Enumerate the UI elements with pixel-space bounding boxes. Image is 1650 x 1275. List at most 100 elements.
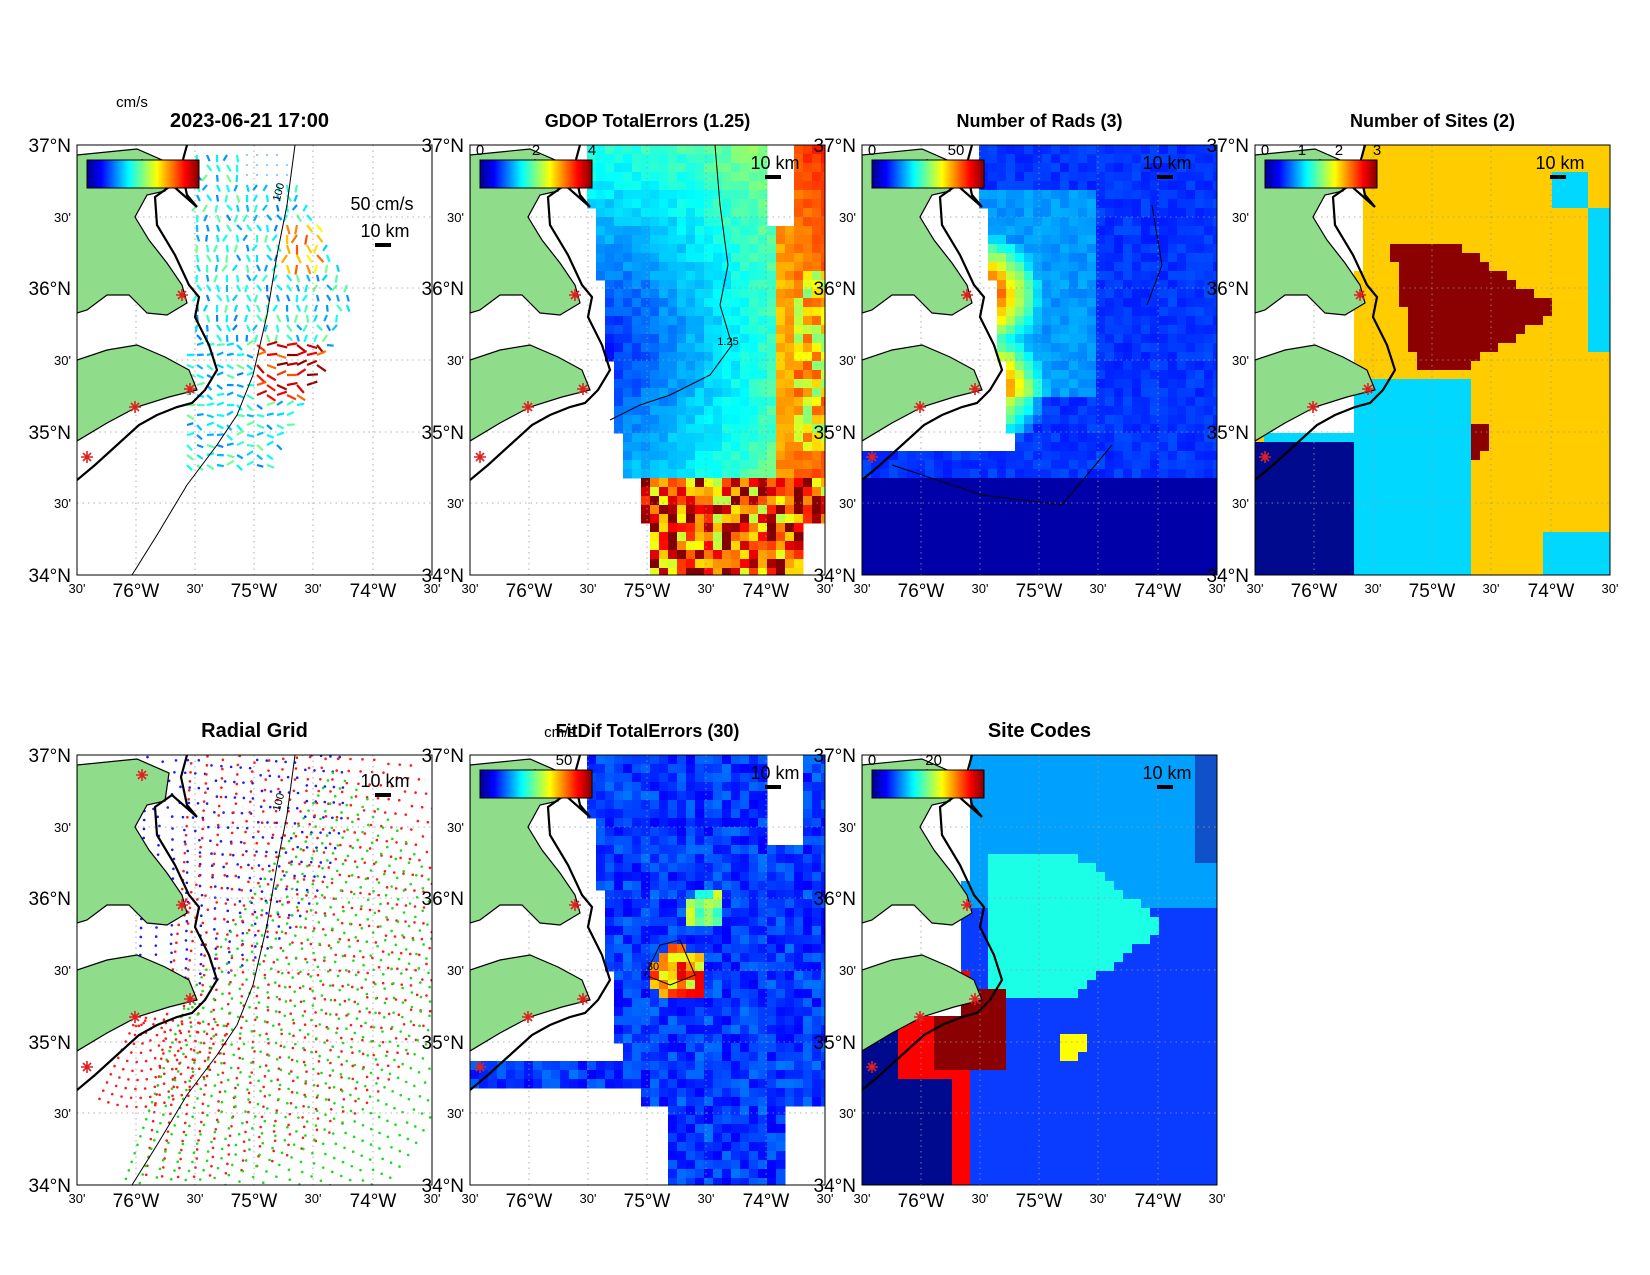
site-marker-icon	[914, 1011, 926, 1023]
lat-label: 37°N	[814, 136, 856, 157]
lon-label: 30'	[1602, 581, 1619, 596]
panel-gdop: GDOP TotalErrors (1.25) 1.25 37°N 30' 36°N 30…	[422, 111, 834, 602]
lat-minor-label: 30'	[54, 210, 71, 225]
lat-minor-label: 30'	[447, 1106, 464, 1121]
site-marker-icon	[577, 993, 589, 1005]
site-marker-icon	[136, 769, 148, 781]
lon-label: 74°W	[1528, 581, 1575, 602]
contour-line	[609, 145, 733, 421]
lat-minor-label: 30'	[447, 496, 464, 511]
scale-bar-label: 10 km	[360, 221, 409, 241]
site-marker-icon	[176, 289, 188, 301]
lon-label: 30'	[462, 1191, 479, 1206]
lon-label: 30'	[1209, 1191, 1226, 1206]
site-marker-icon	[129, 401, 141, 413]
lon-label: 76°W	[506, 1191, 553, 1212]
lat-minor-label: 30'	[447, 963, 464, 978]
lon-label: 30'	[817, 581, 834, 596]
site-marker-icon	[474, 451, 486, 463]
lat-minor-label: 30'	[1232, 496, 1249, 511]
panel-title: Radial Grid	[201, 720, 308, 742]
lat-label: 34°N	[29, 566, 71, 587]
lon-label: 30'	[187, 581, 204, 596]
colorbar-icon	[871, 159, 985, 189]
coastline	[470, 755, 612, 1091]
lon-label: 30'	[424, 1191, 441, 1206]
lat-minor-label: 30'	[1232, 353, 1249, 368]
lon-label: 30'	[424, 581, 441, 596]
lon-label: 30'	[1483, 581, 1500, 596]
lat-label: 34°N	[29, 1176, 71, 1197]
lon-label: 74°W	[350, 1191, 397, 1212]
colorbar-icon	[86, 159, 200, 189]
lon-label: 75°W	[1016, 581, 1063, 602]
site-marker-icon	[866, 1061, 878, 1073]
site-marker-icon	[1362, 383, 1374, 395]
colorbar-tick: 0	[1261, 142, 1269, 159]
site-marker-icon	[569, 289, 581, 301]
lat-label: 36°N	[29, 279, 71, 300]
lat-label: 36°N	[814, 279, 856, 300]
lon-label: 30'	[187, 1191, 204, 1206]
lat-label: 37°N	[422, 746, 464, 767]
site-marker-icon	[522, 1011, 534, 1023]
lat-label: 37°N	[1207, 136, 1249, 157]
coastline	[862, 755, 1004, 1091]
lon-label: 75°W	[1409, 581, 1456, 602]
lon-label: 30'	[69, 581, 86, 596]
lat-label: 36°N	[422, 889, 464, 910]
lon-label: 76°W	[113, 581, 160, 602]
lat-label: 35°N	[1207, 423, 1249, 444]
colorbar-icon	[479, 159, 593, 189]
site-marker-icon	[577, 383, 589, 395]
contour-line	[644, 939, 696, 986]
site-marker-icon	[81, 451, 93, 463]
panel-fitdif: FitDif TotalErrors (30)3037°N30'36°N30'3…	[422, 721, 834, 1212]
lon-label: 76°W	[506, 581, 553, 602]
colorbar-unit: cm/s	[116, 94, 148, 111]
colorbar-icon	[871, 769, 985, 799]
coastline	[470, 145, 612, 481]
land-mass	[862, 954, 983, 1052]
isobath-line	[131, 145, 296, 575]
land-mass	[77, 344, 198, 442]
lat-minor-label: 30'	[54, 496, 71, 511]
colorbar-tick: 1	[1298, 142, 1306, 159]
colorbar-tick: 20	[925, 752, 942, 769]
lon-label: 74°W	[1135, 581, 1182, 602]
lat-label: 37°N	[814, 746, 856, 767]
plot-content	[862, 755, 1217, 1185]
lat-minor-label: 30'	[839, 963, 856, 978]
plot-frame	[861, 754, 1218, 1186]
colorbar-tick: 50	[556, 752, 573, 769]
plot-frame	[861, 144, 1218, 576]
lat-minor-label: 30'	[447, 210, 464, 225]
lon-label: 30'	[972, 1191, 989, 1206]
site-marker-icon	[474, 1061, 486, 1073]
plot-content: 100	[77, 145, 432, 575]
plot-content	[1255, 145, 1610, 575]
vector-ref-label: 50 cm/s	[350, 194, 413, 214]
site-marker-icon	[866, 451, 878, 463]
land-mass	[470, 954, 591, 1052]
lat-minor-label: 30'	[447, 353, 464, 368]
scale-bar-icon	[375, 243, 391, 247]
colorbar-icon	[479, 769, 593, 799]
lon-label: 30'	[1365, 581, 1382, 596]
plot-content: 100	[77, 755, 432, 1185]
lon-label: 30'	[854, 581, 871, 596]
lon-label: 74°W	[1135, 1191, 1182, 1212]
coastline	[77, 145, 219, 481]
lat-label: 37°N	[29, 746, 71, 767]
lat-minor-label: 30'	[54, 353, 71, 368]
lon-label: 75°W	[231, 581, 278, 602]
lon-label: 75°W	[624, 1191, 671, 1212]
lat-label: 35°N	[814, 423, 856, 444]
scale-bar-label: 10 km	[750, 763, 799, 783]
colorbar-tick: 0	[868, 752, 876, 769]
lon-label: 76°W	[898, 581, 945, 602]
lat-label: 34°N	[1207, 566, 1249, 587]
lat-label: 35°N	[422, 1033, 464, 1054]
colorbar-tick: 0	[868, 142, 876, 159]
site-marker-icon	[1307, 401, 1319, 413]
